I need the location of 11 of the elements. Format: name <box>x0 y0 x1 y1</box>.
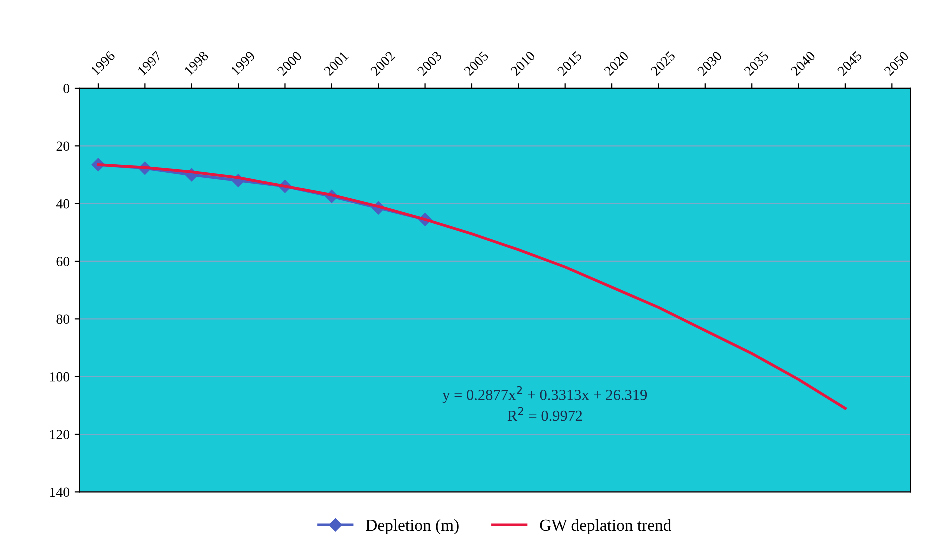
y-tick-label: 120 <box>50 430 70 440</box>
y-tick-label: 100 <box>50 372 70 382</box>
y-tick-label: 140 <box>50 488 70 498</box>
legend-label: GW deplation trend <box>540 519 672 534</box>
annotation: y = 0.2877x$^{2}$ + 0.3313x + 26.319 R$^{2}$ = 0.9972 <box>442 386 648 422</box>
y-tick-label: 80 <box>56 314 70 324</box>
legend-label: Depletion (m) <box>366 519 459 534</box>
y-tick-label: 40 <box>56 199 70 209</box>
y-tick-label: 60 <box>56 257 70 266</box>
y-tick-label: 20 <box>56 142 70 152</box>
y-tick-label: 0 <box>64 84 70 94</box>
